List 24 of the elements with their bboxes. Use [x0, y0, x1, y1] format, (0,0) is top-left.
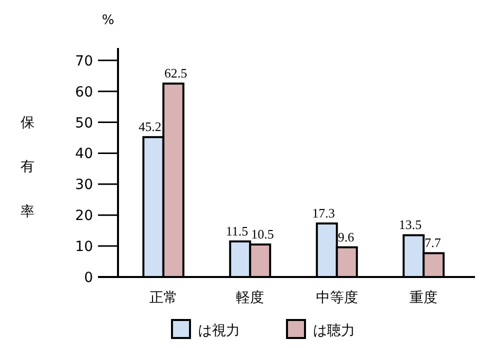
text: %	[102, 13, 114, 28]
data-label: 17.3	[312, 205, 335, 220]
y-tick-label: 40	[75, 146, 93, 162]
y-axis-title: 保有率	[19, 104, 35, 236]
x-tick-label: 中等度	[316, 290, 358, 306]
x-tick-label: 正常	[149, 290, 178, 306]
y-tick-label: 10	[75, 239, 93, 256]
legend-label: は聴力	[313, 323, 355, 339]
data-label: 9.6	[338, 229, 355, 244]
y-tick-label: 30	[75, 177, 93, 194]
y-tick-label: 60	[75, 84, 93, 100]
data-label: 11.5	[226, 223, 248, 238]
x-tick-label: 軽度	[236, 290, 264, 306]
x-tick-label: 重度	[410, 290, 438, 306]
y-tick-label: 50	[75, 115, 93, 132]
y-tick-label: 20	[75, 208, 93, 224]
y-tick-label: 70	[75, 53, 93, 70]
data-label: 10.5	[251, 226, 274, 242]
data-label: 45.2	[138, 119, 162, 134]
data-label: 7.7	[424, 235, 442, 250]
data-label: 62.5	[164, 66, 188, 81]
data-label: 13.5	[398, 217, 422, 232]
y-tick-label: 0	[84, 270, 93, 286]
legend-label: は視力	[198, 323, 240, 339]
